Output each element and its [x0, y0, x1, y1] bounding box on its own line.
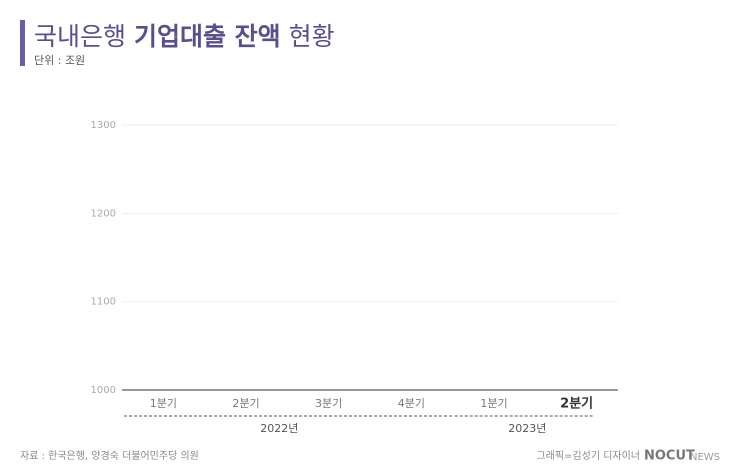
group-label: 2023년: [508, 422, 546, 435]
title-part: 국내은행: [34, 22, 134, 51]
x-tick-label: 4분기: [398, 397, 425, 410]
title-part: 기업대출 잔액: [134, 22, 281, 51]
chart-title: 국내은행 기업대출 잔액 현황: [34, 22, 335, 51]
credit: 그래픽=김성기 디자이너: [536, 450, 640, 462]
y-tick-label: 1300: [91, 120, 116, 131]
title-part: 현황: [281, 22, 335, 51]
logo: NOCUT: [644, 449, 695, 464]
group-label: 2022년: [260, 422, 298, 435]
title-accent: [20, 20, 25, 66]
y-tick-label: 1200: [91, 208, 116, 219]
logo: NEWS: [690, 452, 720, 463]
source: 자료 : 한국은행, 양경숙 더불어민주당 의원: [20, 449, 199, 462]
y-tick-label: 1100: [91, 297, 116, 308]
subtitle: 단위 : 조원: [34, 54, 85, 67]
x-tick-label: 2분기: [560, 397, 593, 412]
x-tick-label: 2분기: [232, 397, 259, 410]
y-tick-label: 1000: [91, 385, 116, 396]
x-tick-label: 1분기: [150, 397, 177, 410]
x-tick-label: 3분기: [315, 397, 342, 410]
x-tick-label: 1분기: [480, 397, 507, 410]
